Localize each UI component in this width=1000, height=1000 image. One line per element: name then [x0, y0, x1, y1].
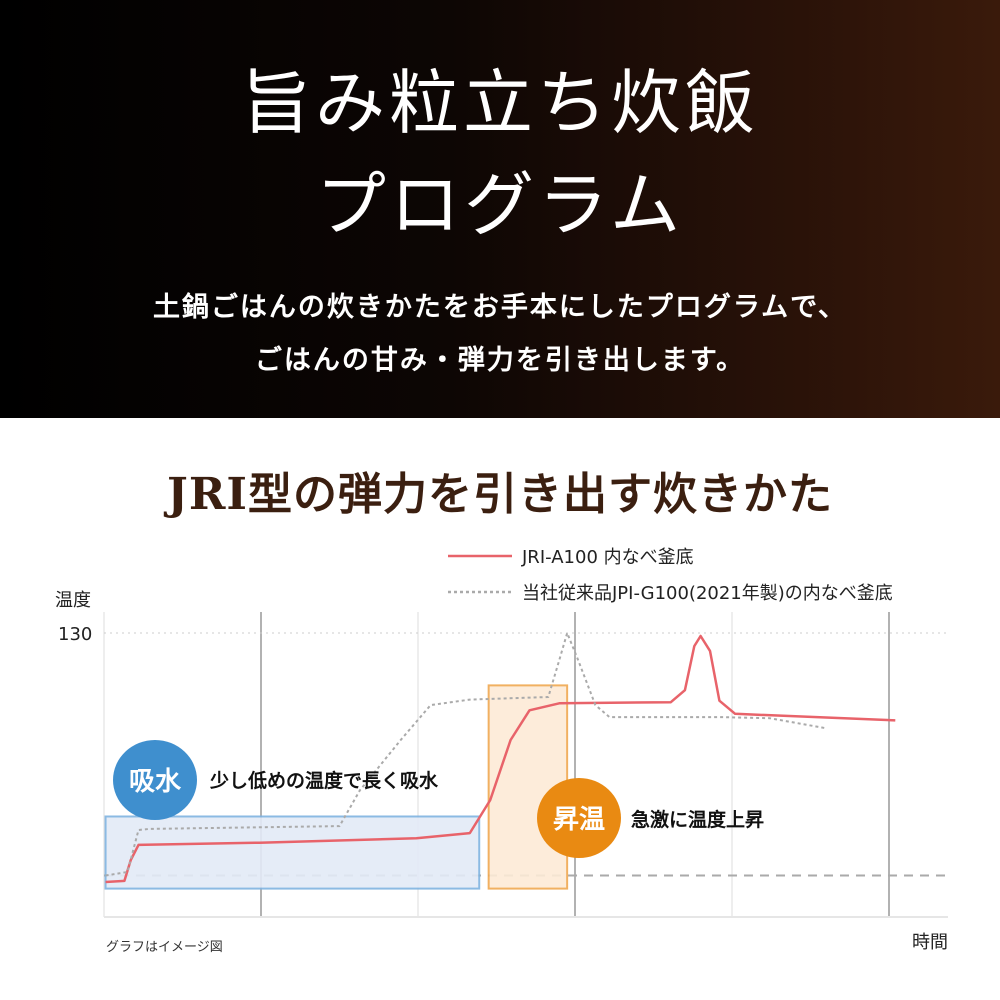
phase-badge — [113, 740, 197, 820]
subtitle-line-2: ごはんの甘み・弾力を引き出します。 — [254, 345, 746, 376]
chart-note: グラフはイメージ図 — [106, 940, 223, 955]
legend-label: JRI-A100 内なべ釜底 — [521, 547, 694, 568]
phase-description: 少し低めの温度で長く吸水 — [209, 769, 439, 792]
phase-description: 急激に温度上昇 — [631, 808, 764, 831]
phase-box — [104, 815, 481, 890]
hero-banner: 旨み粒立ち炊飯 プログラム 土鍋ごはんの炊きかたをお手本にしたプログラムで、 ご… — [0, 0, 1000, 418]
phase-badge-label: 昇温 — [553, 805, 605, 835]
phase-badge — [537, 778, 621, 858]
section-title: JRI型の弾力を引き出す炊きかた — [167, 469, 833, 520]
title-line-1: 旨み粒立ち炊飯 — [241, 62, 759, 144]
y-axis-label: 温度 — [55, 590, 91, 611]
y-tick-label: 130 — [58, 624, 92, 645]
legend-label: 当社従来品JPI-G100(2021年製)の内なべ釜底 — [522, 583, 893, 604]
phase-badge-label: 吸水 — [129, 767, 182, 797]
x-axis-label: 時間 — [912, 932, 948, 953]
series-line — [105, 632, 825, 877]
subtitle-line-1: 土鍋ごはんの炊きかたをお手本にしたプログラムで、 — [152, 292, 848, 323]
series-line — [105, 634, 896, 884]
title-line-2: プログラム — [316, 164, 684, 246]
